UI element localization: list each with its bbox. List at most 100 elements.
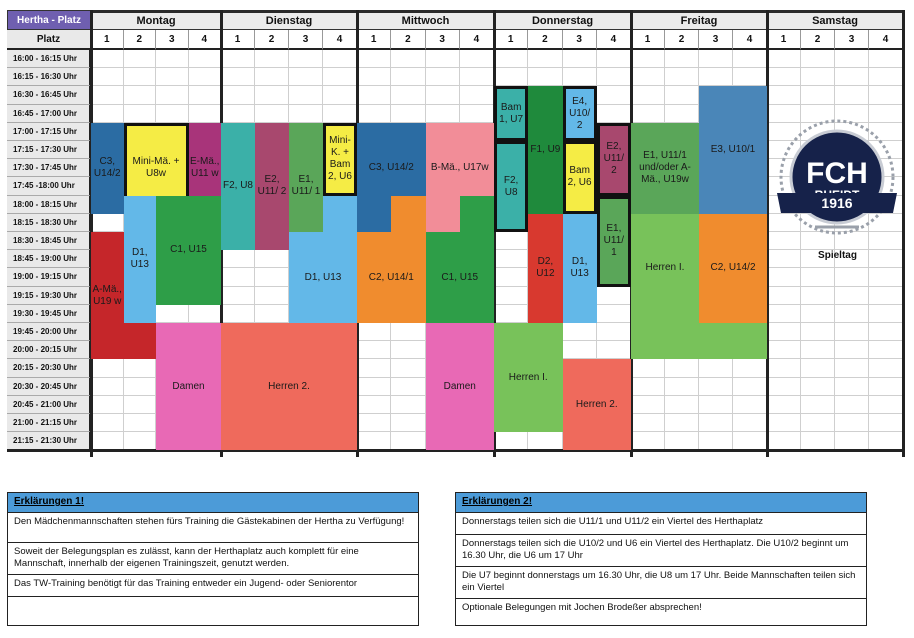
training-block[interactable]: Damen: [156, 323, 221, 451]
slot-cell[interactable]: [357, 68, 392, 87]
slot-cell[interactable]: [391, 50, 426, 69]
training-block[interactable]: A-Mä., U19 w: [91, 232, 124, 360]
slot-cell[interactable]: [596, 323, 631, 342]
slot-cell[interactable]: [494, 268, 529, 287]
training-block[interactable]: Herren I.: [494, 323, 563, 433]
slot-cell[interactable]: [562, 50, 597, 69]
slot-cell[interactable]: [494, 286, 529, 305]
slot-cell[interactable]: [323, 50, 357, 69]
slot-cell[interactable]: [123, 432, 156, 451]
slot-cell[interactable]: [665, 395, 699, 414]
slot-cell[interactable]: [699, 359, 733, 378]
slot-cell[interactable]: [459, 86, 494, 105]
slot-cell[interactable]: [255, 104, 289, 123]
slot-cell[interactable]: [91, 377, 124, 396]
training-block[interactable]: E1, U11/1 und/oder A-Mä., U19w: [631, 122, 699, 214]
training-block[interactable]: [391, 195, 426, 232]
slot-cell[interactable]: [699, 395, 733, 414]
slot-cell[interactable]: [357, 50, 392, 69]
slot-cell[interactable]: [221, 104, 255, 123]
slot-cell[interactable]: [733, 68, 767, 87]
slot-cell[interactable]: [494, 232, 529, 251]
slot-cell[interactable]: [357, 86, 392, 105]
training-block[interactable]: E3, U10/1: [699, 86, 767, 214]
slot-cell[interactable]: [665, 68, 699, 87]
slot-cell[interactable]: [188, 86, 221, 105]
slot-cell[interactable]: [596, 86, 631, 105]
slot-cell[interactable]: [459, 104, 494, 123]
slot-cell[interactable]: [391, 323, 426, 342]
slot-cell[interactable]: [188, 68, 221, 87]
training-block[interactable]: Bam 2, U6: [562, 141, 597, 214]
slot-cell[interactable]: [665, 359, 699, 378]
slot-cell[interactable]: [188, 50, 221, 69]
training-block[interactable]: [123, 323, 156, 360]
slot-cell[interactable]: [123, 50, 156, 69]
slot-cell[interactable]: [631, 414, 665, 433]
training-block[interactable]: [323, 195, 357, 232]
slot-cell[interactable]: [91, 86, 124, 105]
training-block[interactable]: C1, U15: [425, 232, 494, 323]
slot-cell[interactable]: [528, 432, 563, 451]
slot-cell[interactable]: [123, 377, 156, 396]
slot-cell[interactable]: [733, 50, 767, 69]
slot-cell[interactable]: [391, 359, 426, 378]
training-block[interactable]: Damen: [425, 323, 494, 451]
slot-cell[interactable]: [91, 359, 124, 378]
training-block[interactable]: [631, 323, 767, 360]
slot-cell[interactable]: [221, 68, 255, 87]
slot-cell[interactable]: [391, 377, 426, 396]
training-block[interactable]: C3, U14/2: [91, 122, 124, 214]
slot-cell[interactable]: [665, 414, 699, 433]
slot-cell[interactable]: [391, 104, 426, 123]
training-block[interactable]: E1, U11/ 1: [596, 195, 631, 287]
slot-cell[interactable]: [391, 395, 426, 414]
slot-cell[interactable]: [255, 250, 289, 269]
slot-cell[interactable]: [631, 359, 665, 378]
slot-cell[interactable]: [123, 86, 156, 105]
slot-cell[interactable]: [188, 104, 221, 123]
slot-cell[interactable]: [255, 50, 289, 69]
slot-cell[interactable]: [425, 86, 460, 105]
slot-cell[interactable]: [156, 50, 189, 69]
slot-cell[interactable]: [391, 414, 426, 433]
slot-cell[interactable]: [123, 68, 156, 87]
slot-cell[interactable]: [631, 377, 665, 396]
slot-cell[interactable]: [357, 341, 392, 360]
slot-cell[interactable]: [562, 323, 597, 342]
slot-cell[interactable]: [699, 432, 733, 451]
slot-cell[interactable]: [221, 250, 255, 269]
slot-cell[interactable]: [596, 341, 631, 360]
slot-cell[interactable]: [91, 104, 124, 123]
training-block[interactable]: C2, U14/1: [357, 232, 426, 323]
slot-cell[interactable]: [699, 377, 733, 396]
slot-cell[interactable]: [631, 68, 665, 87]
slot-cell[interactable]: [221, 304, 255, 323]
slot-cell[interactable]: [156, 304, 189, 323]
training-block[interactable]: C2, U14/2: [699, 213, 767, 323]
training-block[interactable]: Herren 2.: [562, 359, 631, 451]
training-block[interactable]: E2, U11/ 2: [596, 122, 631, 196]
slot-cell[interactable]: [221, 286, 255, 305]
training-block[interactable]: F2, U8: [221, 122, 255, 251]
slot-cell[interactable]: [255, 86, 289, 105]
slot-cell[interactable]: [699, 68, 733, 87]
slot-cell[interactable]: [733, 395, 767, 414]
slot-cell[interactable]: [255, 304, 289, 323]
slot-cell[interactable]: [391, 68, 426, 87]
training-block[interactable]: [459, 195, 494, 232]
slot-cell[interactable]: [289, 104, 323, 123]
slot-cell[interactable]: [357, 414, 392, 433]
slot-cell[interactable]: [596, 286, 631, 305]
training-block[interactable]: F1, U9: [528, 86, 563, 214]
slot-cell[interactable]: [665, 50, 699, 69]
training-block[interactable]: C1, U15: [156, 195, 221, 305]
slot-cell[interactable]: [528, 68, 563, 87]
slot-cell[interactable]: [425, 50, 460, 69]
slot-cell[interactable]: [357, 377, 392, 396]
slot-cell[interactable]: [733, 432, 767, 451]
training-block[interactable]: [357, 195, 392, 232]
slot-cell[interactable]: [123, 414, 156, 433]
slot-cell[interactable]: [289, 68, 323, 87]
slot-cell[interactable]: [631, 432, 665, 451]
